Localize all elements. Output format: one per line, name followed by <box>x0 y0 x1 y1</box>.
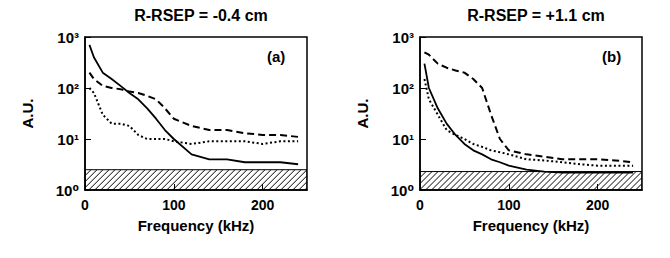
svg-text:100: 100 <box>162 197 186 213</box>
svg-text:10¹: 10¹ <box>392 131 414 148</box>
svg-text:100: 100 <box>497 197 521 213</box>
svg-text:10²: 10² <box>57 80 79 97</box>
svg-text:0: 0 <box>416 197 424 213</box>
svg-text:R-RSEP = -0.4 cm: R-RSEP = -0.4 cm <box>134 7 268 24</box>
svg-text:0: 0 <box>81 197 89 213</box>
svg-text:10⁰: 10⁰ <box>56 182 79 199</box>
svg-text:A.U.: A.U. <box>354 99 371 129</box>
svg-text:R-RSEP = +1.1 cm: R-RSEP = +1.1 cm <box>467 7 605 24</box>
svg-text:10⁰: 10⁰ <box>391 182 414 199</box>
svg-text:(b): (b) <box>602 48 621 65</box>
svg-text:Frequency (kHz): Frequency (kHz) <box>138 217 255 234</box>
svg-text:Frequency (kHz): Frequency (kHz) <box>473 217 590 234</box>
svg-text:10²: 10² <box>392 80 414 97</box>
svg-text:200: 200 <box>251 197 275 213</box>
svg-text:10³: 10³ <box>57 29 79 46</box>
svg-text:A.U.: A.U. <box>19 99 36 129</box>
svg-text:10³: 10³ <box>392 29 414 46</box>
svg-text:(a): (a) <box>267 48 285 65</box>
svg-text:10¹: 10¹ <box>57 131 79 148</box>
svg-text:200: 200 <box>586 197 610 213</box>
